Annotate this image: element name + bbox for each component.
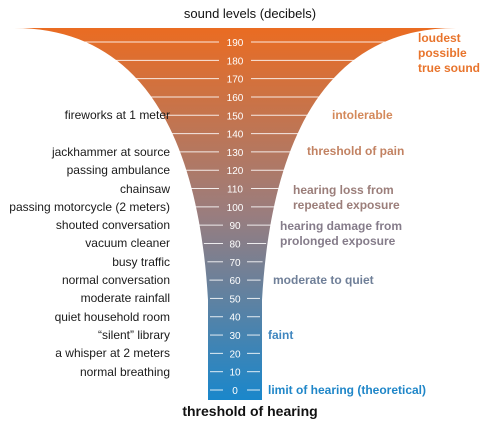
level-category-line: moderate to quiet — [273, 272, 374, 287]
scale-tick-label: 150 — [227, 111, 244, 122]
sound-source-label: normal breathing — [79, 364, 170, 379]
scale-tick-label: 190 — [227, 38, 244, 49]
level-category-line: true sound — [418, 61, 480, 75]
level-category-label: intolerable — [332, 108, 393, 123]
level-category-label: moderate to quiet — [273, 273, 374, 288]
bottom-title: threshold of hearing — [182, 403, 318, 419]
sound-source-label: fireworks at 1 meter — [64, 108, 170, 123]
scale-tick-label: 170 — [227, 75, 244, 86]
sound-source-label: normal conversation — [61, 273, 170, 288]
funnel-shape — [14, 28, 456, 400]
level-category-line: loudest — [418, 31, 461, 45]
sound-source-label: busy traffic — [112, 254, 170, 269]
level-category-line: intolerable — [332, 107, 393, 122]
sound-source-label: shouted conversation — [55, 218, 170, 233]
scale-tick-label: 160 — [227, 93, 244, 104]
scale-tick-label: 10 — [229, 368, 241, 379]
scale-tick-label: 60 — [229, 276, 241, 287]
level-category-label: hearing damage from prolonged exposure — [280, 219, 402, 249]
scale-tick-label: 0 — [232, 386, 238, 397]
level-category-line: limit of hearing (theoretical) — [268, 382, 427, 397]
level-category-line: hearing loss from — [293, 182, 394, 197]
level-category-line: possible — [418, 46, 467, 60]
sound-source-label: vacuum cleaner — [85, 236, 170, 251]
scale-tick-label: 40 — [229, 313, 241, 324]
sound-source-label: moderate rainfall — [80, 291, 170, 306]
level-category-label: limit of hearing (theoretical) — [268, 383, 426, 398]
scale-tick-label: 30 — [229, 331, 241, 342]
scale-tick-label: 70 — [229, 258, 241, 269]
scale-tick-label: 80 — [229, 239, 241, 250]
sound-source-label: passing ambulance — [66, 163, 170, 178]
tick-layer: 1901801701601501401301201101009080706050… — [37, 38, 433, 397]
scale-tick-label: 90 — [229, 221, 241, 232]
level-category-label: threshold of pain — [307, 144, 404, 159]
scale-tick-label: 140 — [227, 130, 244, 141]
level-category-label: hearing loss from repeated exposure — [293, 183, 400, 213]
scale-tick-label: 130 — [227, 148, 244, 159]
sound-source-label: jackhammer at source — [51, 144, 170, 159]
level-category-line: threshold of pain — [307, 144, 405, 159]
scale-tick-label: 180 — [227, 56, 244, 67]
top-title: sound levels (decibels) — [183, 6, 317, 21]
level-category-line: prolonged exposure — [280, 234, 396, 249]
level-category-line: faint — [268, 327, 294, 342]
scale-tick-label: 110 — [227, 185, 243, 196]
level-category-line: hearing damage from — [280, 219, 403, 234]
sound-source-label: chainsaw — [119, 181, 170, 196]
scale-tick-label: 50 — [229, 294, 241, 305]
level-category-label: faint — [268, 328, 293, 343]
sound-source-label: passing motorcycle (2 meters) — [9, 199, 170, 214]
sound-source-label: “silent” library — [97, 328, 170, 343]
scale-tick-label: 120 — [227, 166, 244, 177]
level-category-line: repeated exposure — [293, 197, 400, 212]
sound-source-label: a whisper at 2 meters — [55, 346, 170, 361]
level-category-label: loudest possible true sound — [418, 31, 480, 76]
scale-tick-label: 20 — [229, 349, 241, 360]
sound-source-label: quiet household room — [54, 309, 170, 324]
scale-tick-label: 100 — [227, 203, 244, 214]
